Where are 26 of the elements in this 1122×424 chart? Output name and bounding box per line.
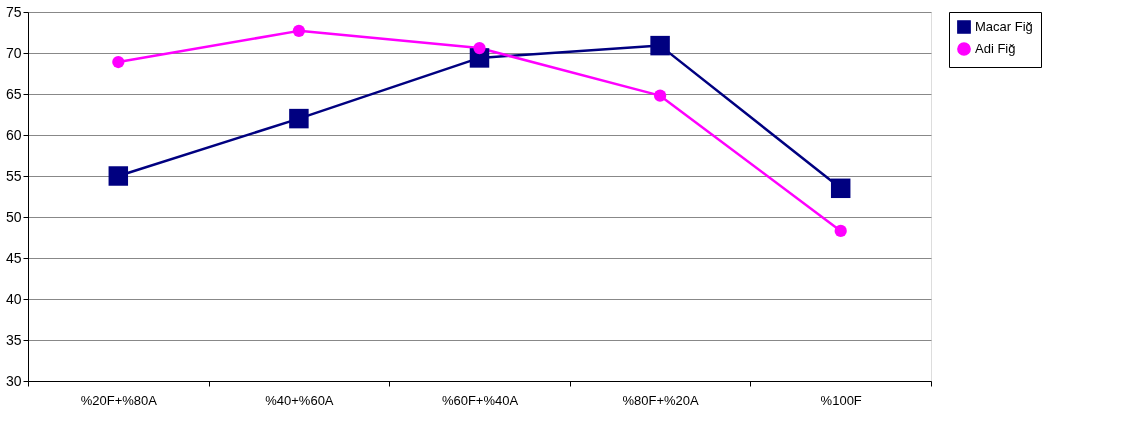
- point: [289, 108, 309, 129]
- point: [830, 178, 851, 199]
- legend-label: Macar Fiğ: [975, 19, 1033, 34]
- point: [112, 55, 125, 69]
- x-tick-label: %40+%60A: [265, 392, 334, 408]
- y-tick-label: 30: [5, 372, 22, 389]
- y-tick-label: 35: [5, 331, 22, 348]
- y-tick-label: 50: [5, 208, 22, 225]
- point: [292, 24, 306, 37]
- y-tick-label: 55: [5, 167, 22, 184]
- y-tick-label: 70: [5, 44, 22, 61]
- y-tick-label: 65: [5, 85, 22, 102]
- x-tick-label: %20F+%80A: [80, 392, 158, 408]
- x-tick-label: %100F: [820, 392, 862, 408]
- x-tick-label: %80F+%20A: [622, 392, 700, 408]
- point: [108, 166, 129, 186]
- x-tick-label: %60F+%40A: [441, 392, 519, 408]
- point: [653, 89, 667, 102]
- y-tick-label: 60: [5, 126, 22, 143]
- point: [650, 35, 670, 56]
- point: [473, 41, 486, 55]
- y-tick-label: 40: [5, 290, 22, 307]
- y-tick-label: 75: [5, 3, 22, 20]
- y-tick-label: 45: [5, 249, 22, 266]
- legend-label: Adi Fiğ: [975, 41, 1016, 56]
- point: [834, 224, 847, 238]
